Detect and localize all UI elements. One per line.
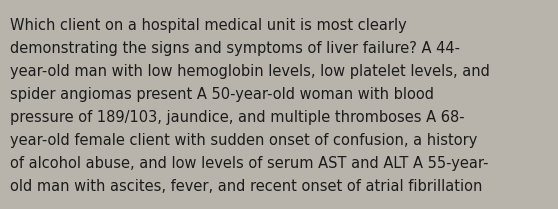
Text: year-old female client with sudden onset of confusion, a history: year-old female client with sudden onset…: [10, 133, 478, 148]
Text: year-old man with low hemoglobin levels, low platelet levels, and: year-old man with low hemoglobin levels,…: [10, 64, 490, 79]
Text: old man with ascites, fever, and recent onset of atrial fibrillation: old man with ascites, fever, and recent …: [10, 179, 482, 194]
Text: Which client on a hospital medical unit is most clearly: Which client on a hospital medical unit …: [10, 18, 407, 33]
Text: pressure of 189/103, jaundice, and multiple thromboses A 68-: pressure of 189/103, jaundice, and multi…: [10, 110, 465, 125]
Text: of alcohol abuse, and low levels of serum AST and ALT A 55-year-: of alcohol abuse, and low levels of seru…: [10, 156, 488, 171]
Text: spider angiomas present A 50-year-old woman with blood: spider angiomas present A 50-year-old wo…: [10, 87, 434, 102]
Text: demonstrating the signs and symptoms of liver failure? A 44-: demonstrating the signs and symptoms of …: [10, 41, 460, 56]
